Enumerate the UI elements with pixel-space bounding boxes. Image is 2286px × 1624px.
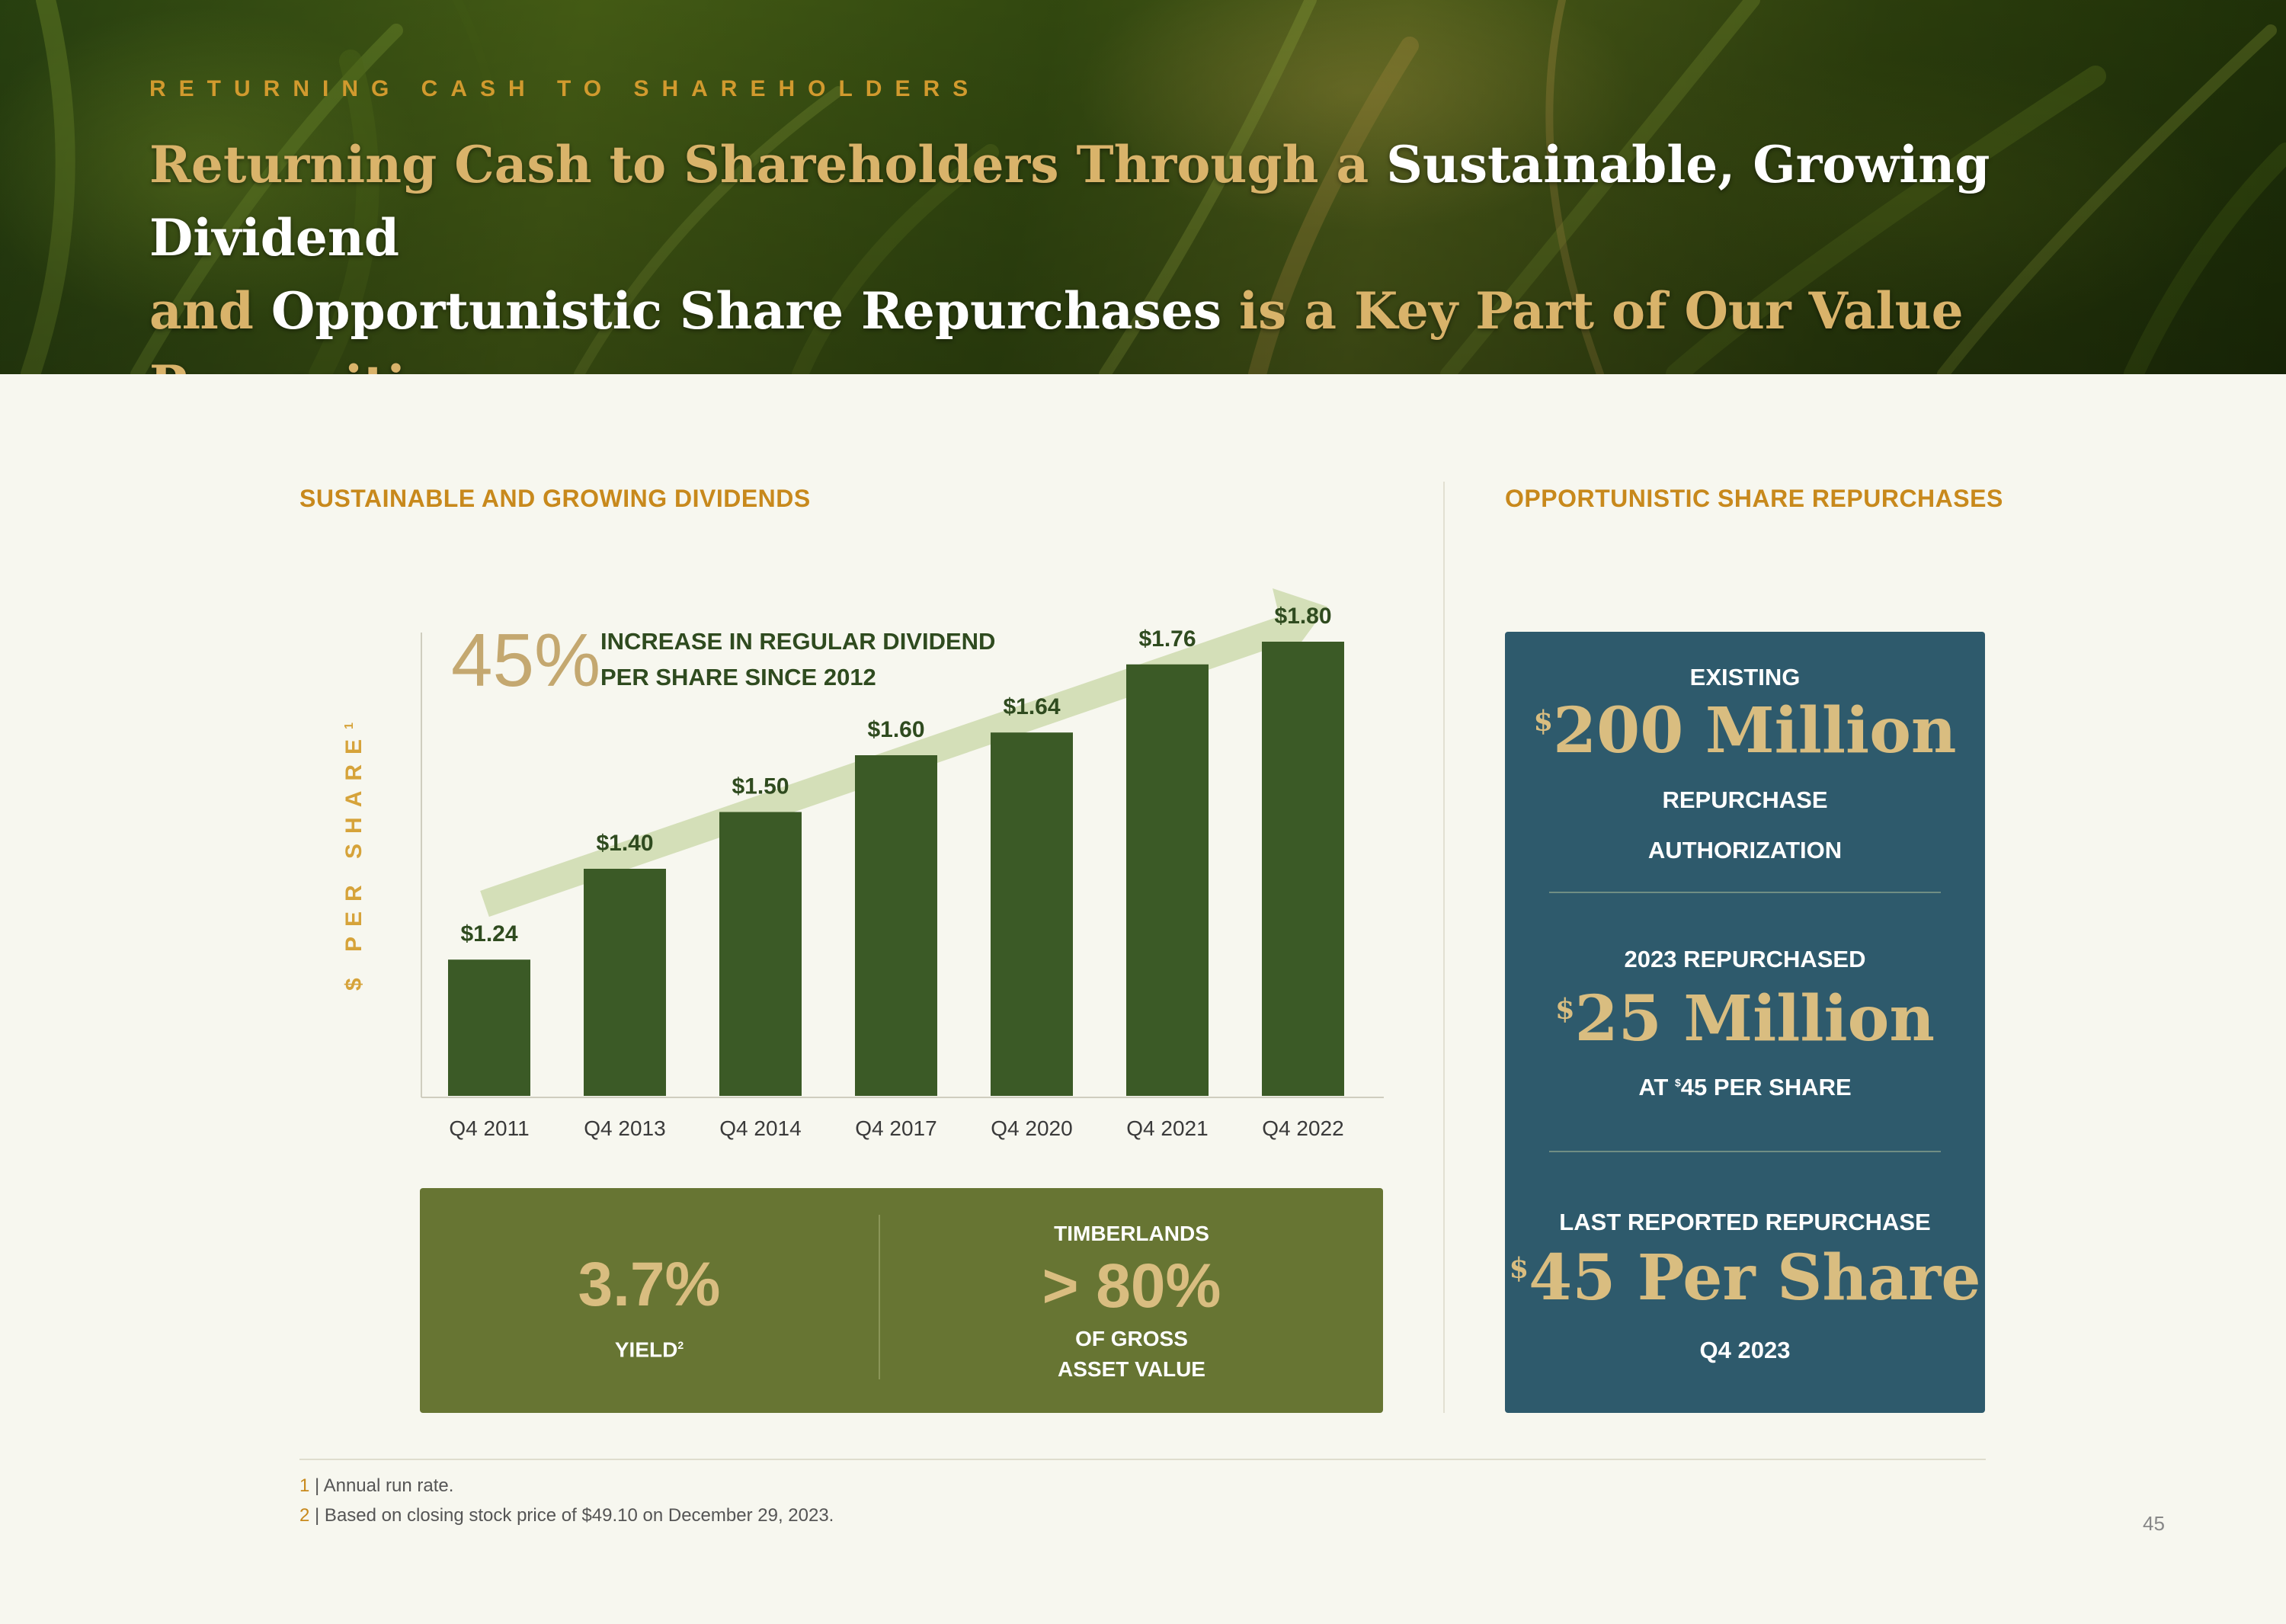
page-title: Returning Cash to Shareholders Through a… bbox=[149, 128, 2207, 374]
footnote-1-text: | Annual run rate. bbox=[309, 1475, 454, 1496]
bar-q4-2020 bbox=[991, 732, 1073, 1096]
bar-q4-2014 bbox=[719, 812, 802, 1096]
footnote-2-number: 2 bbox=[299, 1505, 310, 1526]
page-number: 45 bbox=[2143, 1512, 2165, 1535]
x-tick-label: Q4 2017 bbox=[855, 1116, 936, 1140]
x-tick-label: Q4 2014 bbox=[719, 1116, 801, 1140]
repurchased-currency: $ bbox=[1554, 991, 1575, 1026]
grass-background-image bbox=[21, 0, 2286, 374]
repurchased-amount: 25 Million bbox=[1574, 982, 1935, 1055]
hero-banner: RETURNING CASH TO SHAREHOLDERS Returning… bbox=[0, 0, 2286, 374]
increase-percent: 45% bbox=[451, 618, 601, 702]
bar-q4-2021 bbox=[1126, 664, 1209, 1096]
increase-line-2: PER SHARE SINCE 2012 bbox=[600, 664, 876, 690]
x-tick-label: Q4 2021 bbox=[1126, 1116, 1208, 1140]
title-part-5: is a Key Part of Our Value Proposition bbox=[149, 281, 1964, 374]
existing-value: $200 Million bbox=[1505, 694, 1985, 767]
data-label: $1.50 bbox=[732, 774, 789, 799]
bar-q4-2022 bbox=[1262, 642, 1344, 1096]
repurchase-divider-1 bbox=[1549, 892, 1941, 893]
authorization-line-2: AUTHORIZATION bbox=[1647, 837, 1843, 863]
existing-amount: 200 Million bbox=[1553, 694, 1957, 767]
x-tick-label: Q4 2022 bbox=[1262, 1116, 1343, 1140]
yield-label-text: YIELD bbox=[614, 1337, 678, 1362]
repurchased-at-currency: $ bbox=[1674, 1076, 1681, 1089]
repurchased-price: AT $45 PER SHARE bbox=[1505, 1074, 1985, 1101]
bars: $1.24 Q4 2011 $1.40 Q4 2013 $1.50 Q4 2014 $1.6… bbox=[448, 604, 1344, 1140]
yield-value: 3.7% bbox=[578, 1250, 721, 1319]
footnote-2: 2 | Based on closing stock price of $49.… bbox=[299, 1505, 834, 1526]
last-amount: 45 Per Share bbox=[1529, 1241, 1981, 1315]
last-currency: $ bbox=[1509, 1251, 1529, 1285]
x-tick-label: Q4 2020 bbox=[991, 1116, 1072, 1140]
timberlands-value: > 80% bbox=[1042, 1251, 1221, 1321]
existing-currency: $ bbox=[1533, 703, 1554, 738]
x-tick-label: Q4 2013 bbox=[584, 1116, 665, 1140]
hero-overlay bbox=[0, 0, 2286, 374]
dividends-section-title: SUSTAINABLE AND GROWING DIVIDENDS bbox=[299, 485, 811, 512]
timberlands-label: TIMBERLANDS bbox=[1054, 1222, 1209, 1245]
footer-divider bbox=[299, 1459, 1986, 1460]
data-label: $1.64 bbox=[1003, 694, 1060, 719]
repurchase-box: EXISTING $200 Million REPURCHASE AUTHORI… bbox=[1505, 632, 1985, 1413]
repurchased-at-prefix: AT bbox=[1638, 1074, 1675, 1100]
increase-line-1: INCREASE IN REGULAR DIVIDEND bbox=[600, 628, 996, 655]
title-part-1: Returning Cash to Shareholders Through a bbox=[149, 135, 1387, 194]
increase-description: INCREASE IN REGULAR DIVIDEND PER SHARE S… bbox=[600, 623, 995, 695]
yield-stats-box: 3.7% YIELD2 TIMBERLANDS > 80% OF GROSS A… bbox=[420, 1188, 1383, 1413]
repurchased-at-rest: 45 PER SHARE bbox=[1680, 1074, 1852, 1100]
x-tick-label: Q4 2011 bbox=[449, 1116, 529, 1140]
data-label: $1.40 bbox=[596, 831, 653, 856]
footnote-2-text: | Based on closing stock price of $49.10… bbox=[309, 1505, 834, 1526]
title-part-3: and bbox=[149, 281, 271, 341]
gross-asset-line-2: ASSET VALUE bbox=[1058, 1357, 1205, 1381]
last-repurchase-label: LAST REPORTED REPURCHASE bbox=[1559, 1209, 1931, 1235]
data-label: $1.24 bbox=[460, 921, 517, 947]
last-repurchase-period: Q4 2023 bbox=[1699, 1337, 1791, 1363]
repurchase-divider-2 bbox=[1549, 1151, 1941, 1152]
repurchased-label: 2023 REPURCHASED bbox=[1624, 946, 1866, 972]
trend-arrow-head bbox=[1273, 588, 1327, 658]
footnote-1: 1 | Annual run rate. bbox=[299, 1475, 453, 1497]
existing-label: EXISTING bbox=[1689, 664, 1801, 690]
title-part-2: Sustainable, Growing Dividend bbox=[149, 135, 1990, 267]
section-kicker: RETURNING CASH TO SHAREHOLDERS bbox=[149, 76, 981, 101]
title-part-4: Opportunistic Share Repurchases bbox=[271, 281, 1222, 341]
data-label: $1.60 bbox=[867, 717, 924, 742]
authorization-line-1: REPURCHASE bbox=[1662, 786, 1828, 813]
bar-q4-2011 bbox=[448, 959, 530, 1096]
last-repurchase-value: $45 Per Share bbox=[1505, 1241, 1985, 1315]
yield-label: YIELD2 bbox=[420, 1330, 879, 1365]
repurchased-value: $25 Million bbox=[1505, 982, 1985, 1055]
data-label: $1.76 bbox=[1138, 626, 1196, 652]
column-divider bbox=[1443, 482, 1445, 1413]
data-label: $1.80 bbox=[1274, 604, 1331, 629]
footnote-1-number: 1 bbox=[299, 1475, 310, 1496]
bar-q4-2017 bbox=[855, 755, 937, 1096]
gross-asset-line-1: OF GROSS bbox=[1075, 1327, 1188, 1350]
yield-footnote-marker: 2 bbox=[677, 1339, 684, 1351]
repurchases-section-title: OPPORTUNISTIC SHARE REPURCHASES bbox=[1505, 485, 2003, 512]
stats-divider bbox=[879, 1215, 880, 1379]
bar-q4-2013 bbox=[584, 869, 666, 1096]
